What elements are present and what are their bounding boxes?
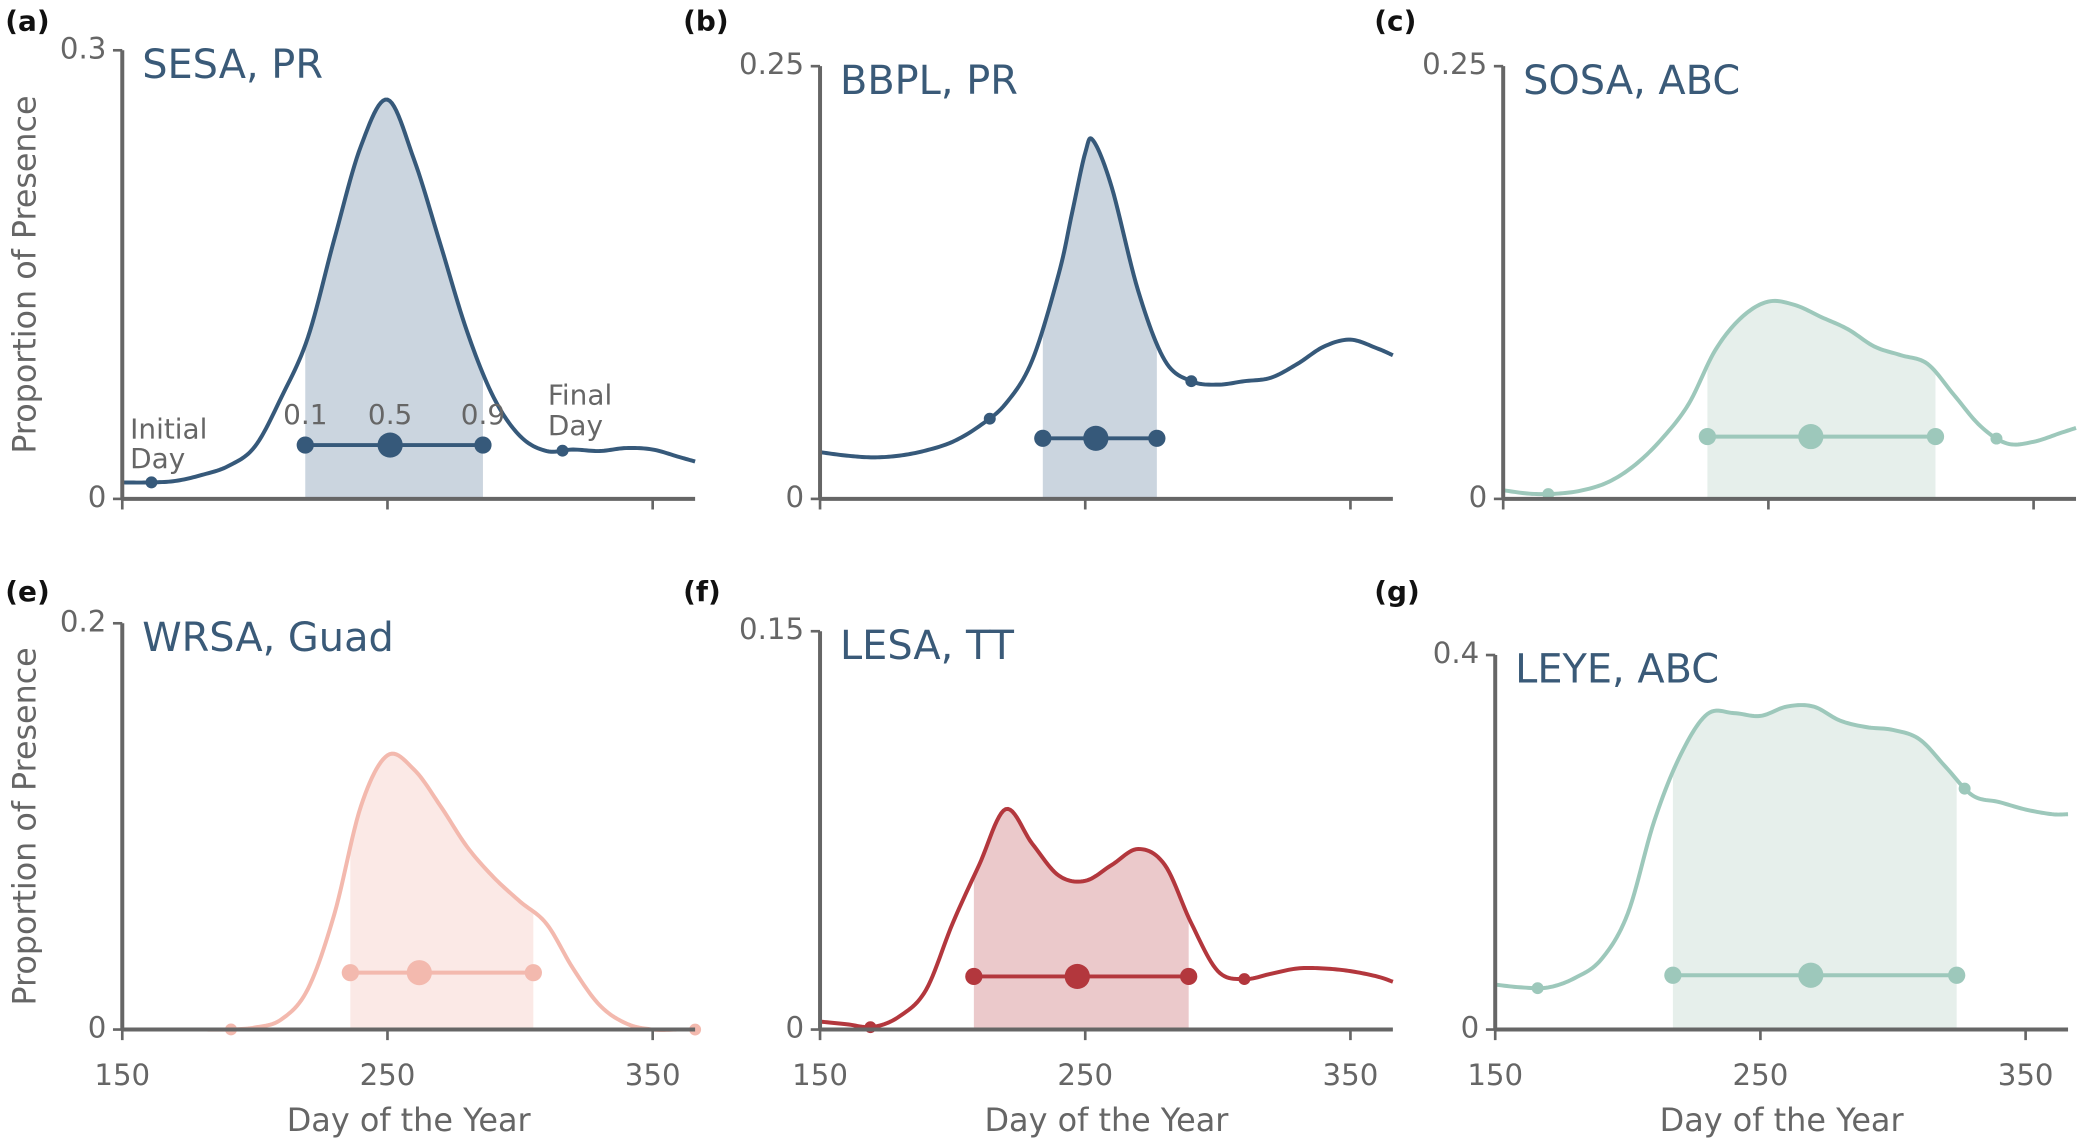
quantile-point <box>1064 963 1090 990</box>
y-tick-label: 0 <box>785 1011 804 1045</box>
panel-label: (e) <box>5 575 49 608</box>
y-tick-label: 0 <box>88 480 107 514</box>
initial-day-label: Day <box>130 442 185 475</box>
quantile-point <box>1148 429 1166 447</box>
quantile-point <box>1698 427 1717 446</box>
quantile-point <box>1034 429 1052 447</box>
initial-day-label: Initial <box>130 413 207 446</box>
panel-title: LEYE, ABC <box>1515 647 1719 693</box>
y-tick-label: 0.15 <box>739 612 804 646</box>
y-tick-label: 0 <box>1461 1011 1480 1045</box>
final-day-point <box>1185 375 1198 388</box>
y-tick-label: 0.3 <box>60 31 106 65</box>
quantile-band <box>350 753 534 1030</box>
final-day-point <box>1238 973 1251 986</box>
y-axis-label: Proportion of Presence <box>6 95 44 453</box>
quantile-point <box>1926 427 1945 446</box>
quantile-point <box>406 960 432 986</box>
final-day-point <box>1958 782 1971 795</box>
quantile-band <box>1042 138 1157 499</box>
y-tick-label: 0 <box>1469 480 1488 514</box>
density-curve <box>819 136 1394 460</box>
quantile-band <box>1707 300 1936 499</box>
quantile-band <box>973 808 1189 1030</box>
final-day-point <box>689 1023 702 1036</box>
quantile-point <box>524 964 542 982</box>
quantile-point <box>1083 425 1109 451</box>
quantile-band <box>1672 705 1957 1030</box>
quantile-point <box>965 967 983 986</box>
x-axis-label: Day of the Year <box>287 1101 532 1139</box>
initial-day-point <box>983 412 996 425</box>
density-curve <box>1494 703 2069 991</box>
quantile-point <box>474 436 492 454</box>
panel-label: (g) <box>1374 575 1419 608</box>
quantile-point <box>1664 966 1682 984</box>
quantile-label: 0.1 <box>283 398 327 431</box>
x-tick-label: 350 <box>1323 1058 1379 1092</box>
quantile-point <box>1948 966 1966 984</box>
x-tick-label: 250 <box>1057 1058 1113 1092</box>
y-tick-label: 0.2 <box>60 604 106 638</box>
y-axis-label: Proportion of Presence <box>6 647 44 1005</box>
panel-label: (f) <box>683 575 721 608</box>
y-tick-label: 0 <box>88 1011 107 1045</box>
quantile-point <box>341 964 359 982</box>
panel-label: (a) <box>5 5 49 38</box>
x-tick-label: 350 <box>1998 1058 2054 1092</box>
final-day-label: Final <box>548 379 612 412</box>
x-tick-label: 350 <box>625 1058 681 1092</box>
x-tick-label: 150 <box>792 1058 848 1092</box>
final-day-point <box>556 444 569 457</box>
panel-title: WRSA, Guad <box>142 615 394 661</box>
quantile-point <box>296 436 314 454</box>
quantile-label: 0.9 <box>461 398 505 431</box>
y-tick-label: 0.25 <box>1422 47 1487 81</box>
initial-day-point <box>1531 982 1544 995</box>
panel-title: SOSA, ABC <box>1523 58 1740 104</box>
density-curve <box>819 806 1394 1030</box>
initial-day-point <box>145 476 158 489</box>
quantile-point <box>1180 967 1198 986</box>
x-tick-label: 150 <box>94 1058 150 1092</box>
y-tick-label: 0.25 <box>739 47 804 81</box>
quantile-label: 0.5 <box>368 398 412 431</box>
final-day-label: Day <box>548 409 603 442</box>
x-axis-label: Day of the Year <box>985 1101 1230 1139</box>
quantile-point <box>1798 424 1824 450</box>
panel-title: LESA, TT <box>840 623 1015 669</box>
panel-label: (c) <box>1374 5 1416 38</box>
y-tick-label: 0.4 <box>1433 636 1479 670</box>
x-axis-label: Day of the Year <box>1660 1101 1905 1139</box>
x-tick-label: 250 <box>360 1058 416 1092</box>
x-tick-label: 250 <box>1733 1058 1789 1092</box>
x-tick-label: 150 <box>1467 1058 1523 1092</box>
panel-title: SESA, PR <box>142 42 323 88</box>
final-day-point <box>1990 432 2003 445</box>
density-curve <box>122 97 696 485</box>
panel-title: BBPL, PR <box>840 58 1018 104</box>
quantile-point <box>1798 962 1824 988</box>
quantile-band <box>305 99 483 499</box>
quantile-point <box>377 432 403 458</box>
y-tick-label: 0 <box>785 480 804 514</box>
panel-label: (b) <box>683 5 728 38</box>
density-curve <box>1502 298 2077 497</box>
